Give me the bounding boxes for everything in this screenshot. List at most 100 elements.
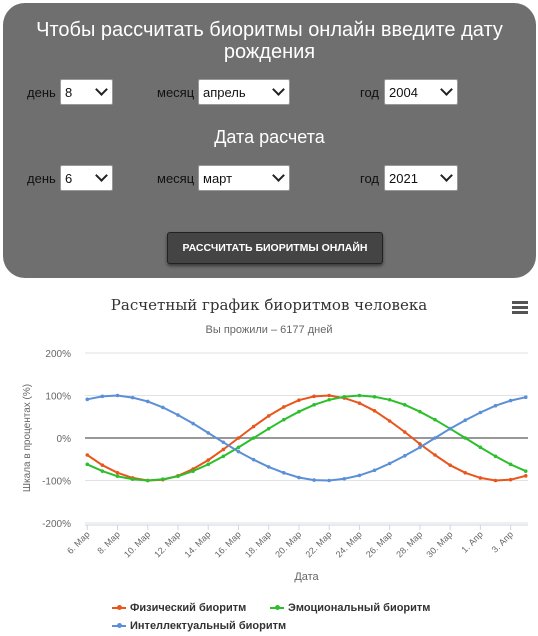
data-point — [478, 476, 483, 480]
data-point — [418, 409, 422, 414]
data-point — [448, 463, 452, 467]
x-tick-label: 20. Мар — [273, 529, 303, 559]
data-point — [206, 458, 211, 462]
data-point — [236, 445, 241, 450]
series-line — [87, 394, 526, 482]
data-point — [508, 398, 513, 403]
data-point — [357, 393, 362, 398]
data-point — [236, 449, 241, 454]
data-point — [100, 469, 105, 473]
chart-menu-icon[interactable] — [512, 301, 528, 315]
data-point — [372, 409, 377, 413]
chevron-down-icon — [95, 83, 108, 96]
y-tick-label: 100% — [45, 392, 71, 403]
x-tick-label: 26. Мар — [364, 529, 394, 559]
calc-day-select[interactable]: 6 — [60, 165, 113, 191]
data-point — [312, 394, 316, 399]
birth-month-label: месяц — [157, 85, 195, 100]
birth-day-value: 8 — [65, 85, 73, 100]
legend-swatch — [270, 605, 284, 611]
chart-title: Расчетный график биоритмов человека — [110, 296, 428, 314]
calc-day-label: день — [27, 171, 56, 186]
data-point — [115, 474, 120, 479]
legend-item-emotional[interactable]: Эмоциональный биоритм — [270, 602, 430, 614]
data-point — [297, 398, 301, 402]
x-tick-label: 30. Мар — [424, 529, 454, 559]
data-point — [282, 417, 286, 422]
data-point — [418, 445, 422, 450]
data-point — [161, 477, 165, 482]
legend-item-physical[interactable]: Физический биоритм — [112, 602, 246, 614]
birth-month-select[interactable]: апрель — [198, 79, 290, 105]
calc-year-label: год — [360, 171, 379, 186]
x-tick-label: 3. Апр — [490, 529, 515, 554]
data-point — [387, 461, 392, 466]
data-point — [327, 478, 331, 483]
data-point — [297, 409, 301, 414]
data-point — [130, 477, 135, 482]
data-point — [448, 426, 452, 431]
data-point — [493, 403, 498, 408]
birth-year-label: год — [360, 85, 379, 100]
data-point — [402, 454, 407, 458]
data-point — [387, 419, 392, 423]
data-point — [266, 465, 271, 469]
data-point — [478, 445, 483, 450]
birth-year-select[interactable]: 2004 — [384, 79, 458, 105]
calc-year-value: 2021 — [389, 171, 418, 186]
data-point — [327, 393, 331, 398]
x-tick-label: 18. Мар — [243, 529, 273, 559]
y-tick-label: 0% — [57, 434, 72, 445]
calc-month-value: март — [203, 171, 233, 186]
x-axis-title: Дата — [294, 571, 319, 583]
data-point — [266, 414, 271, 418]
biorhythm-chart: 200%100%0%-100%-200%6. Мар 8. Мар 10. Мар 1… — [22, 349, 528, 583]
y-tick-label: -100% — [42, 477, 71, 488]
x-tick-label: 8. Мар — [95, 529, 122, 556]
birth-date-form-panel: Чтобы рассчитать биоритмы онлайн введите… — [3, 3, 536, 278]
legend-swatch — [112, 623, 126, 629]
data-point — [251, 424, 256, 429]
chevron-down-icon — [440, 169, 453, 182]
chevron-down-icon — [440, 83, 453, 96]
calculate-biorhythms-button[interactable]: РАССЧИТАТЬ БИОРИТМЫ ОНЛАЙН — [167, 232, 383, 264]
data-point — [463, 471, 468, 475]
data-point — [523, 469, 528, 473]
data-point — [85, 462, 90, 467]
data-point — [357, 473, 362, 478]
data-point — [402, 403, 407, 407]
data-point — [85, 397, 90, 402]
data-point — [251, 457, 256, 462]
data-point — [100, 394, 105, 399]
data-point — [236, 436, 241, 440]
data-point — [100, 463, 105, 467]
x-tick-label: 6. Мар — [65, 529, 92, 556]
data-point — [402, 430, 407, 434]
legend-label: Физический биоритм — [130, 602, 247, 614]
legend-item-intellectual[interactable]: Интеллектуальный биоритм — [112, 620, 286, 632]
x-tick-label: 22. Мар — [303, 529, 333, 559]
legend-swatch — [112, 605, 126, 611]
data-point — [221, 440, 226, 445]
x-tick-label: 24. Мар — [334, 529, 364, 559]
data-point — [191, 421, 195, 426]
data-point — [297, 475, 301, 480]
data-point — [327, 397, 331, 402]
data-point — [418, 442, 422, 446]
chevron-down-icon — [272, 83, 285, 96]
data-point — [508, 462, 513, 467]
data-point — [508, 477, 513, 482]
data-point — [130, 395, 135, 400]
data-point — [312, 478, 316, 482]
data-point — [493, 454, 498, 459]
data-point — [282, 405, 286, 409]
y-tick-label: 200% — [45, 349, 71, 360]
calc-month-select[interactable]: март — [198, 165, 290, 191]
data-point — [206, 431, 211, 435]
calc-year-select[interactable]: 2021 — [384, 165, 458, 191]
data-point — [433, 417, 437, 422]
birth-day-select[interactable]: 8 — [60, 79, 113, 105]
birth-date-row: день 8 месяц апрель год 2004 — [3, 79, 536, 107]
data-point — [433, 436, 437, 440]
data-point — [176, 413, 180, 417]
